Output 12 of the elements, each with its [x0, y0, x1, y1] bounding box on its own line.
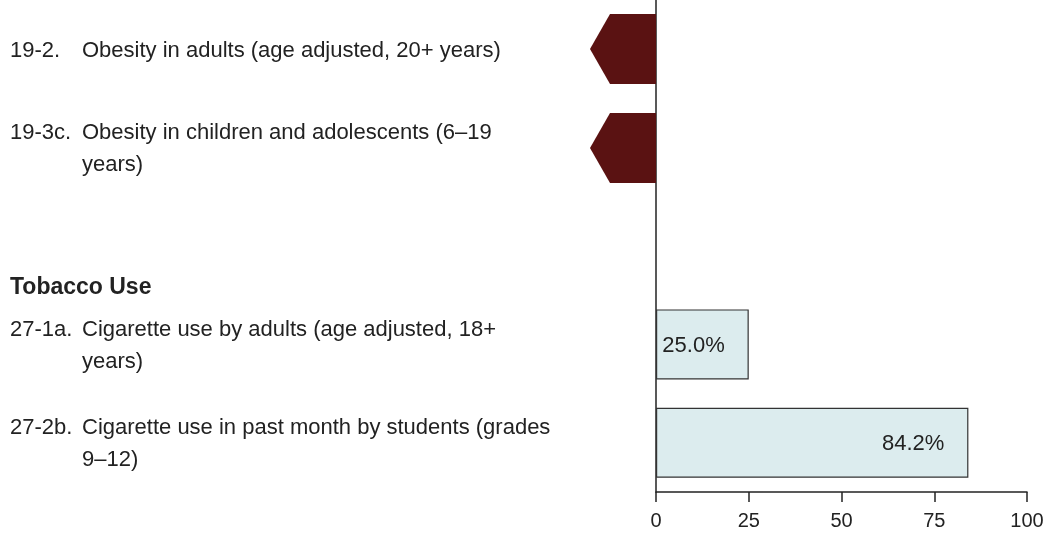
data-label: 84.2%: [881, 430, 945, 456]
y-tick-label: 27-1a. Cigarette use by adults (age adjusted, 18+ years): [10, 315, 496, 373]
x-tick-label: 75: [923, 509, 946, 531]
y-tick-label: 19-3c. Obesity in children and adolescents (6–19 years): [10, 119, 492, 177]
x-tick-label: 0: [650, 509, 662, 531]
text: Tobacco Use: [10, 272, 152, 299]
y-tick-label: 19-2. Obesity in adults (age adjusted, 20+ years): [10, 36, 501, 62]
x-tick-label: 50: [830, 509, 853, 531]
x-tick-label: 100: [1010, 509, 1044, 531]
data-label: 25.0%: [662, 331, 725, 357]
x-tick-label: 25: [737, 509, 760, 531]
y-tick-label: 27-2b. Cigarette use in past month by students (grades 9–12): [10, 414, 551, 472]
